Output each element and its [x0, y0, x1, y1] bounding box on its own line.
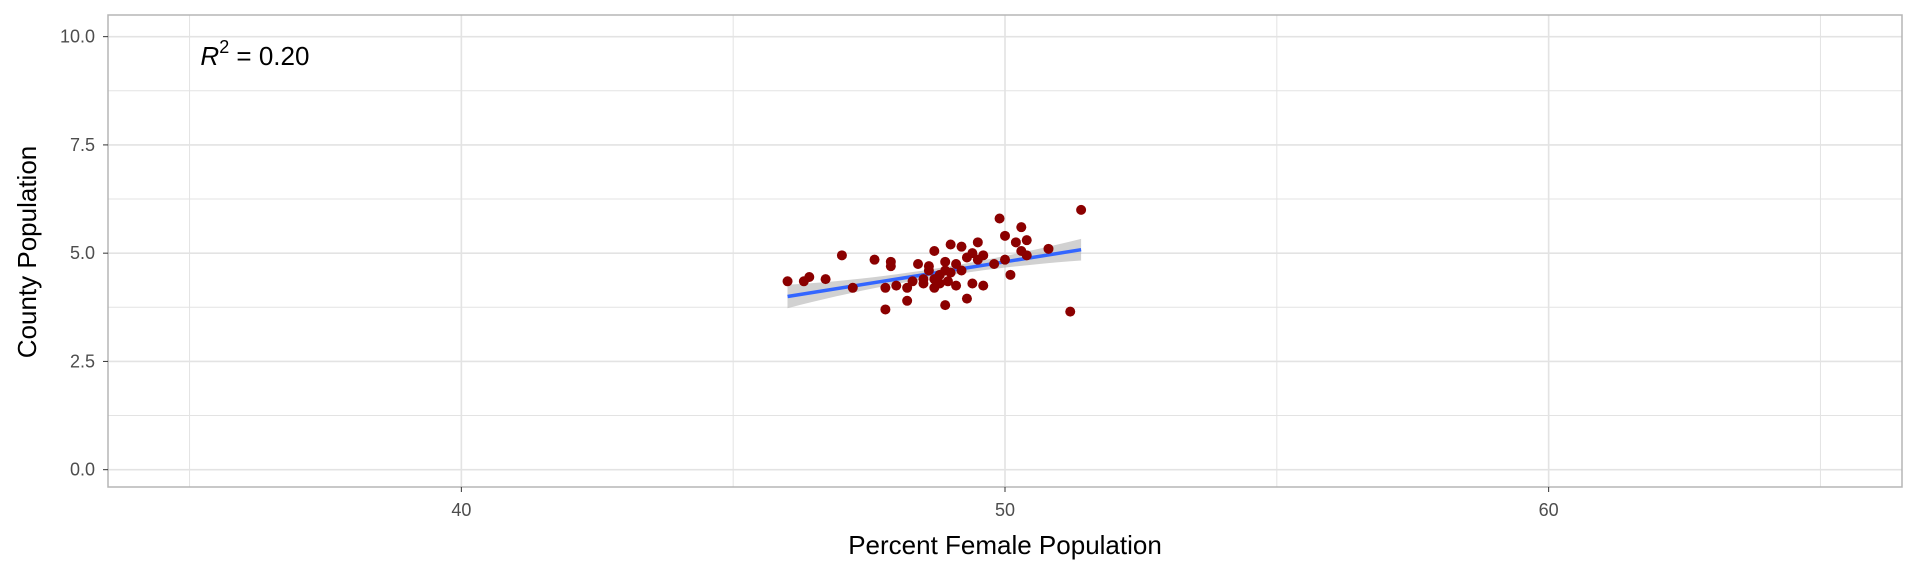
data-point	[951, 280, 962, 291]
data-point	[891, 280, 902, 291]
data-point	[782, 276, 793, 287]
data-point	[1076, 204, 1087, 215]
data-point	[989, 258, 1000, 269]
data-point	[956, 241, 967, 252]
x-axis-title: Percent Female Population	[848, 530, 1162, 560]
data-points	[782, 204, 1087, 317]
data-point	[940, 300, 951, 311]
x-axis-ticks: 40 50 60	[451, 487, 1559, 520]
major-grid	[108, 15, 1902, 487]
data-point	[1010, 237, 1021, 248]
data-point	[1005, 269, 1016, 280]
r-squared-exponent: 2	[219, 37, 229, 57]
data-point	[1000, 230, 1010, 241]
data-point	[929, 246, 940, 256]
data-point	[1043, 243, 1054, 254]
x-tick-label: 40	[451, 500, 471, 520]
regression-line	[787, 247, 1082, 299]
data-point	[820, 274, 831, 285]
data-point	[978, 250, 989, 261]
r-squared-annotation: R2 = 0.20	[200, 37, 309, 71]
data-point	[1000, 254, 1010, 265]
data-point	[907, 276, 918, 287]
r-squared-var: R	[200, 41, 219, 71]
data-point	[942, 276, 953, 287]
y-tick-label: 0.0	[70, 460, 95, 480]
data-point	[972, 237, 983, 248]
data-point	[918, 274, 929, 285]
data-point	[978, 280, 989, 291]
y-tick-label: 5.0	[70, 243, 95, 263]
data-point	[804, 271, 815, 282]
data-point	[1021, 250, 1032, 261]
data-point	[940, 256, 951, 267]
data-point	[945, 267, 956, 278]
y-tick-label: 2.5	[70, 351, 95, 371]
data-point	[961, 293, 972, 304]
y-axis-ticks: 0.0 2.5 5.0 7.5 10.0	[60, 27, 108, 480]
data-point	[967, 278, 978, 289]
y-axis-title: County Population	[12, 146, 42, 358]
data-point	[934, 278, 945, 289]
x-tick-label: 50	[995, 500, 1015, 520]
r-squared-value: = 0.20	[229, 41, 309, 71]
data-point	[913, 258, 924, 269]
data-point	[1065, 306, 1076, 317]
data-point	[1016, 222, 1027, 233]
data-point	[880, 282, 891, 293]
data-point	[945, 239, 956, 250]
data-point	[836, 250, 847, 261]
data-point	[885, 256, 896, 267]
data-point	[880, 304, 891, 315]
data-point	[923, 261, 934, 272]
data-point	[994, 213, 1005, 224]
x-tick-label: 60	[1539, 500, 1559, 520]
data-point	[956, 265, 967, 276]
y-tick-label: 10.0	[60, 27, 95, 47]
data-point	[1021, 235, 1032, 246]
data-point	[847, 282, 858, 293]
data-point	[902, 295, 913, 306]
y-tick-label: 7.5	[70, 135, 95, 155]
data-point	[869, 254, 880, 265]
